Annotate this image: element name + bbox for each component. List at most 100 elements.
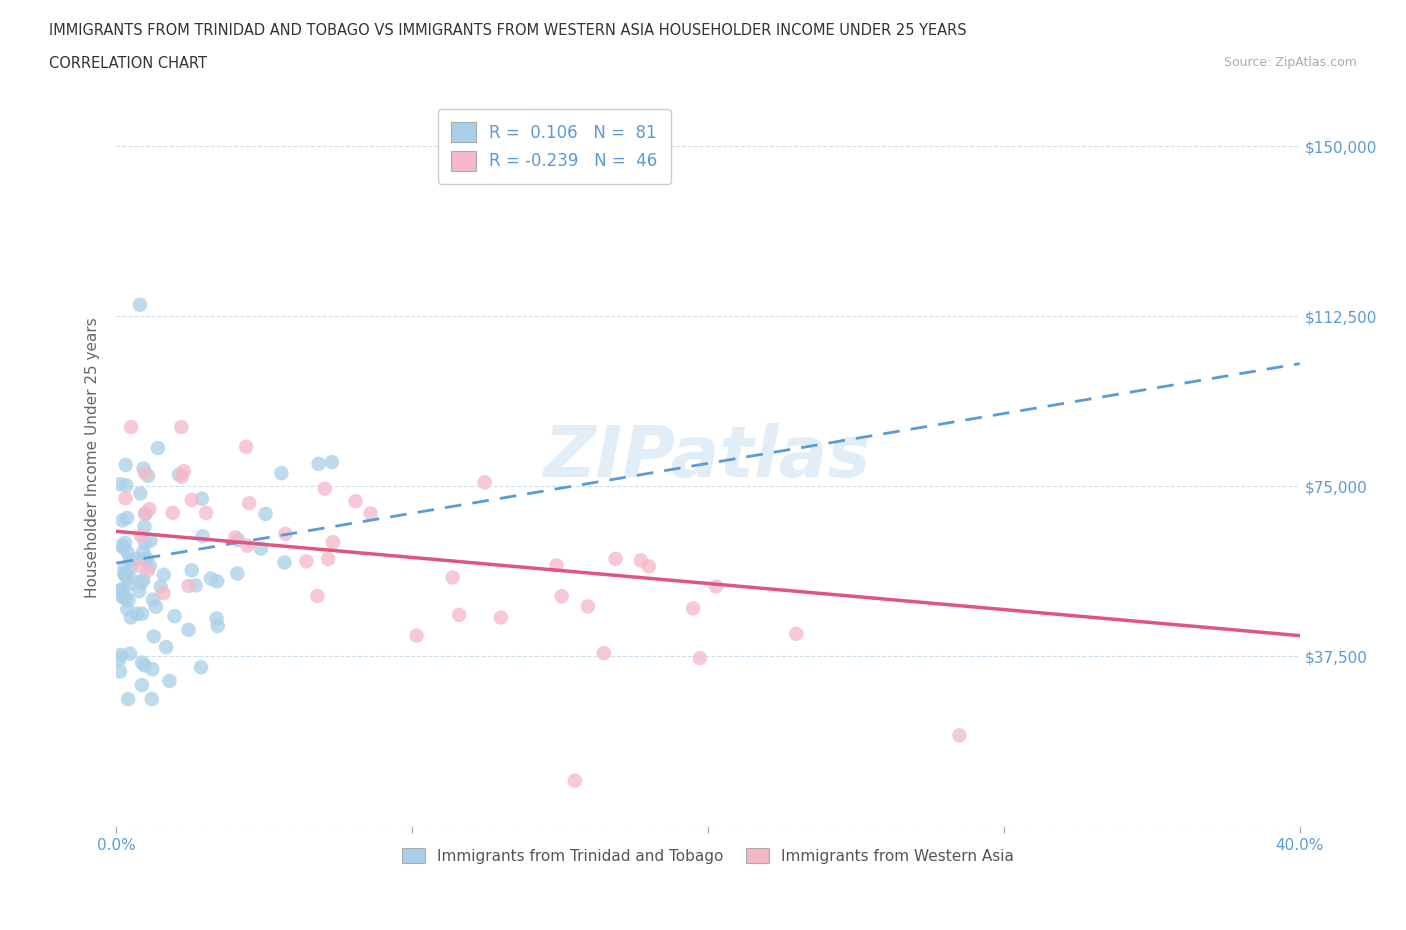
Point: [441, 570, 464, 585]
Point: [274, 526, 297, 541]
Point: [360, 506, 382, 521]
Point: [704, 579, 727, 594]
Point: [162, 505, 184, 520]
Point: [141, 662, 163, 677]
Point: [114, 458, 136, 472]
Point: [191, 491, 214, 506]
Point: [142, 592, 165, 607]
Point: [111, 538, 134, 553]
Point: [226, 566, 249, 581]
Point: [132, 461, 155, 476]
Point: [226, 533, 249, 548]
Point: [131, 575, 153, 590]
Point: [114, 561, 136, 576]
Text: Source: ZipAtlas.com: Source: ZipAtlas.com: [1223, 56, 1357, 69]
Point: [295, 554, 318, 569]
Point: [322, 535, 344, 550]
Point: [149, 579, 172, 594]
Point: [170, 470, 193, 485]
Point: [474, 475, 496, 490]
Point: [128, 584, 150, 599]
Point: [134, 658, 156, 672]
Point: [135, 551, 157, 565]
Point: [152, 586, 174, 601]
Point: [250, 541, 273, 556]
Point: [120, 559, 142, 574]
Point: [489, 610, 512, 625]
Point: [132, 572, 155, 587]
Point: [308, 457, 330, 472]
Point: [273, 555, 295, 570]
Point: [307, 589, 329, 604]
Point: [108, 477, 131, 492]
Point: [564, 773, 586, 788]
Text: ZIPatlas: ZIPatlas: [544, 423, 872, 492]
Point: [117, 545, 139, 560]
Point: [129, 298, 152, 312]
Point: [152, 567, 174, 582]
Point: [120, 552, 142, 567]
Point: [238, 496, 260, 511]
Point: [205, 611, 228, 626]
Point: [132, 544, 155, 559]
Point: [111, 513, 134, 528]
Point: [112, 566, 135, 581]
Point: [114, 536, 136, 551]
Point: [314, 481, 336, 496]
Point: [134, 506, 156, 521]
Point: [129, 559, 152, 574]
Point: [405, 628, 427, 643]
Point: [155, 640, 177, 655]
Point: [236, 538, 259, 553]
Point: [115, 511, 138, 525]
Point: [118, 569, 141, 584]
Point: [637, 559, 659, 574]
Point: [114, 590, 136, 604]
Point: [180, 492, 202, 507]
Point: [138, 501, 160, 516]
Point: [131, 655, 153, 670]
Point: [205, 574, 228, 589]
Point: [785, 626, 807, 641]
Point: [605, 551, 627, 566]
Point: [114, 568, 136, 583]
Point: [630, 552, 652, 567]
Point: [167, 467, 190, 482]
Point: [139, 533, 162, 548]
Point: [117, 592, 139, 607]
Point: [131, 678, 153, 693]
Point: [114, 591, 136, 605]
Point: [546, 558, 568, 573]
Point: [120, 419, 142, 434]
Point: [125, 551, 148, 566]
Point: [111, 581, 134, 596]
Point: [576, 599, 599, 614]
Point: [254, 507, 277, 522]
Point: [689, 651, 711, 666]
Point: [207, 618, 229, 633]
Point: [110, 647, 132, 662]
Point: [190, 660, 212, 675]
Point: [127, 606, 149, 621]
Point: [108, 664, 131, 679]
Point: [132, 552, 155, 567]
Point: [139, 559, 162, 574]
Point: [114, 491, 136, 506]
Point: [115, 478, 138, 493]
Point: [146, 441, 169, 456]
Point: [163, 609, 186, 624]
Point: [118, 577, 141, 591]
Point: [145, 599, 167, 614]
Point: [170, 419, 193, 434]
Point: [111, 590, 134, 604]
Point: [114, 567, 136, 582]
Y-axis label: Householder Income Under 25 years: Householder Income Under 25 years: [86, 317, 100, 598]
Point: [321, 455, 343, 470]
Point: [108, 583, 131, 598]
Point: [270, 466, 292, 481]
Point: [129, 486, 152, 501]
Legend: Immigrants from Trinidad and Tobago, Immigrants from Western Asia: Immigrants from Trinidad and Tobago, Imm…: [395, 842, 1021, 870]
Point: [134, 519, 156, 534]
Point: [682, 601, 704, 616]
Point: [136, 469, 159, 484]
